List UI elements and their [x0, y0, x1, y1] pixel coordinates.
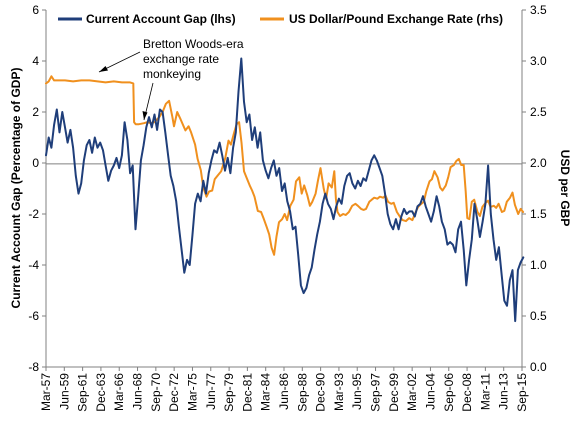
x-tick-label: Jun-68 — [131, 373, 145, 410]
right-axis-title: USD per GBP — [558, 150, 572, 227]
x-tick-label: Sep-79 — [222, 373, 236, 412]
left-tick-label: -8 — [28, 360, 39, 374]
x-tick-label: Jun-86 — [277, 373, 291, 410]
left-tick-label: -4 — [28, 258, 39, 272]
left-axis-title: Current Account Gap (Percentage of GDP) — [9, 68, 23, 309]
x-tick-label: Jun-77 — [204, 373, 218, 410]
annotation-line-2: exchange rate — [143, 52, 219, 66]
series-line-current-account — [45, 57, 525, 323]
series-layer — [45, 57, 525, 323]
x-tick-label: Jun-13 — [497, 373, 511, 410]
annotation: Bretton Woods-era exchange rate monkeyin… — [98, 37, 244, 121]
annotation-line-1: Bretton Woods-era — [143, 37, 244, 51]
legend: Current Account Gap (lhs) US Dollar/Poun… — [58, 12, 503, 26]
x-tick-label: Jun-04 — [423, 373, 437, 410]
right-tick-label: 1.0 — [530, 258, 547, 272]
left-tick-label: -2 — [28, 207, 39, 221]
left-tick-label: 0 — [32, 156, 39, 170]
left-tick-label: -6 — [28, 309, 39, 323]
right-tick-label: 2.5 — [530, 105, 547, 119]
x-tick-label: Mar-57 — [39, 373, 53, 411]
x-tick-label: Dec-99 — [387, 373, 401, 412]
x-tick-label: Dec-63 — [94, 373, 108, 412]
left-axis-ticks: 6 4 2 0 -2 -4 -6 -8 — [28, 3, 46, 374]
x-tick-label: Dec-90 — [314, 373, 328, 412]
left-tick-label: 4 — [32, 54, 39, 68]
right-tick-label: 1.5 — [530, 207, 547, 221]
x-tick-label: Mar-93 — [332, 373, 346, 411]
x-tick-label: Mar-66 — [112, 373, 126, 411]
x-tick-label: Dec-08 — [460, 373, 474, 412]
x-axis-ticks: Mar-57 Jun-59 Sep-61 Dec-63 Mar-66 Jun-68 Sep-… — [39, 367, 529, 412]
x-tick-label: Mar-02 — [405, 373, 419, 411]
x-tick-label: Sep-06 — [442, 373, 456, 412]
right-tick-label: 3.0 — [530, 54, 547, 68]
right-tick-label: 0.5 — [530, 309, 547, 323]
legend-label-current-account: Current Account Gap (lhs) — [86, 12, 236, 26]
x-tick-label: Sep-61 — [76, 373, 90, 412]
right-axis-ticks: 3.5 3.0 2.5 2.0 1.5 1.0 0.5 0.0 — [522, 3, 547, 374]
x-tick-label: Mar-11 — [478, 373, 492, 410]
x-tick-label: Sep-70 — [149, 373, 163, 412]
x-tick-label: Sep-97 — [369, 373, 383, 412]
x-tick-label: Mar-84 — [259, 373, 273, 411]
annotation-arrowhead-1 — [99, 66, 108, 72]
x-tick-label: Dec-72 — [167, 373, 181, 412]
right-tick-label: 0.0 — [530, 360, 547, 374]
x-tick-label: Jun-59 — [57, 373, 71, 410]
series-line-exchange-rate — [45, 75, 525, 256]
left-tick-label: 2 — [32, 105, 39, 119]
legend-label-exchange-rate: US Dollar/Pound Exchange Rate (rhs) — [289, 12, 503, 26]
annotation-arrowhead-2 — [142, 111, 148, 120]
x-tick-label: Sep-15 — [515, 373, 529, 412]
x-tick-label: Dec-81 — [240, 373, 254, 412]
right-tick-label: 3.5 — [530, 3, 547, 17]
x-tick-label: Mar-75 — [185, 373, 199, 411]
right-tick-label: 2.0 — [530, 156, 547, 170]
left-tick-label: 6 — [32, 3, 39, 17]
annotation-line-3: monkeying — [143, 67, 201, 81]
plot-frame — [45, 10, 523, 368]
x-tick-label: Jun-95 — [350, 373, 364, 410]
x-tick-label: Sep-88 — [295, 373, 309, 412]
